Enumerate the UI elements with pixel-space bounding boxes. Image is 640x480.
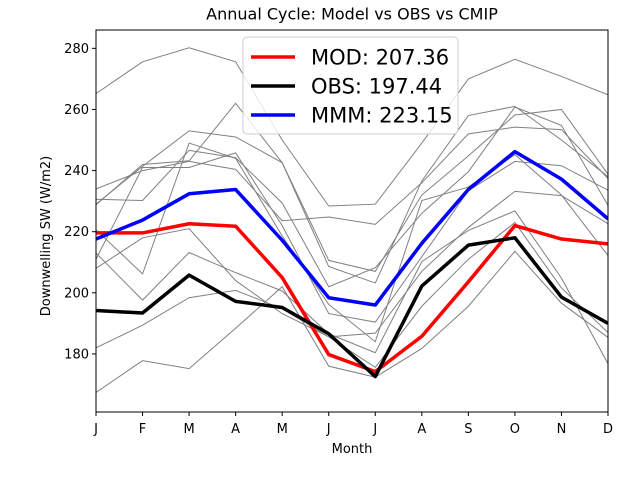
x-tick-label: N [557,422,567,437]
y-tick-label: 220 [64,225,89,240]
legend-label: OBS: 197.44 [311,75,442,99]
x-tick-label: M [183,422,194,437]
x-tick-label: O [510,422,520,437]
mod-series-line [96,222,608,374]
legend-box [242,36,459,135]
plot-frame [95,29,609,413]
chart-title: Annual Cycle: Model vs OBS vs CMIP [206,5,498,24]
cmip-model-line-9 [96,210,608,364]
cmip-model-line-2 [96,105,608,284]
x-tick-label: D [603,422,613,437]
y-tick-label: 260 [64,103,89,118]
y-tick-label: 180 [64,347,89,362]
x-tick-label: A [417,422,426,437]
cmip-model-line-4 [96,102,608,272]
x-tick-label: M [277,422,288,437]
cmip-model-line-3 [96,126,608,225]
cmip-model-line-5 [96,106,608,288]
cmip-model-line-11 [96,250,608,393]
cmip-model-line-1 [96,47,608,207]
cmip-model-line-10 [96,221,608,369]
x-tick-label: A [231,422,240,437]
cmip-model-line-6 [96,152,608,323]
y-axis: 180 200 220 240 260 280 [64,42,96,362]
y-tick-label: 280 [64,42,89,57]
y-axis-label: Downwelling SW (W/m2) [39,156,54,316]
legend: MOD: 207.36 OBS: 197.44 MMM: 223.15 [242,36,459,135]
cmip-model-line-7 [96,190,608,338]
x-tick-label: F [139,422,146,437]
x-axis-label: Month [332,442,373,457]
y-tick-label: 200 [64,286,89,301]
x-tick-label: J [93,422,98,437]
x-tick-label: S [464,422,472,437]
cmip-model-line-8 [96,142,608,343]
x-tick-label: J [326,422,331,437]
mmm-series-line [96,149,608,307]
obs-series-line [96,236,608,379]
y-tick-label: 240 [64,164,89,179]
legend-label: MOD: 207.36 [311,46,449,70]
x-tick-label: J [372,422,377,437]
legend-label: MMM: 223.15 [311,104,453,128]
plot-area [96,47,608,393]
